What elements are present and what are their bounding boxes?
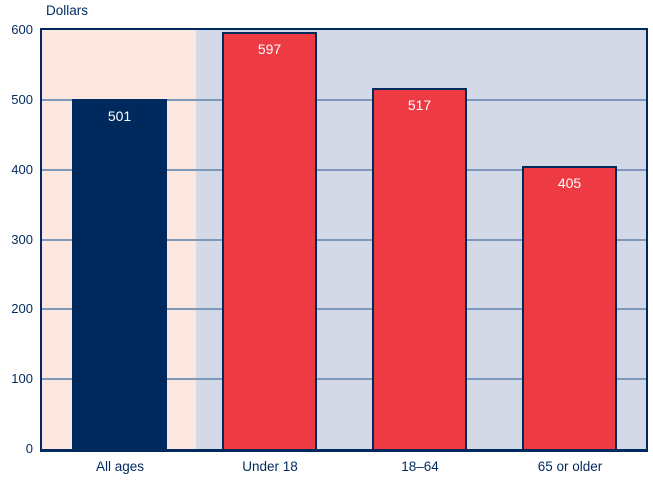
gridline-100 [42, 378, 646, 380]
x-category-label-65-or-older: 65 or older [537, 459, 603, 474]
bar-value-label: 597 [257, 41, 282, 57]
bar-value-label: 501 [107, 108, 132, 124]
y-tick-label-200: 200 [11, 301, 33, 316]
bar-all-ages: 501 [72, 99, 167, 449]
y-tick-label-600: 600 [11, 22, 33, 37]
x-category-label-all-ages: All ages [95, 459, 145, 474]
x-category-label-under-18: Under 18 [242, 459, 298, 474]
y-tick-label-0: 0 [25, 441, 33, 456]
gridline-300 [42, 239, 646, 241]
gridline-200 [42, 308, 646, 310]
y-tick-label-400: 400 [11, 162, 33, 177]
bar-18-64: 517 [372, 88, 467, 449]
gridline-500 [42, 99, 646, 101]
bar-value-label: 517 [407, 97, 432, 113]
y-tick-label-500: 500 [11, 92, 33, 107]
gridline-400 [42, 169, 646, 171]
x-category-label-18-64: 18–64 [401, 459, 439, 474]
bar-value-label: 405 [557, 175, 582, 191]
plot-area: 501 597 517 405 [40, 28, 648, 452]
bar-under-18: 597 [222, 32, 317, 449]
y-tick-label-100: 100 [11, 371, 33, 386]
y-tick-label-300: 300 [11, 232, 33, 247]
y-axis-title: Dollars [46, 3, 89, 18]
bar-65-or-older: 405 [522, 166, 617, 449]
